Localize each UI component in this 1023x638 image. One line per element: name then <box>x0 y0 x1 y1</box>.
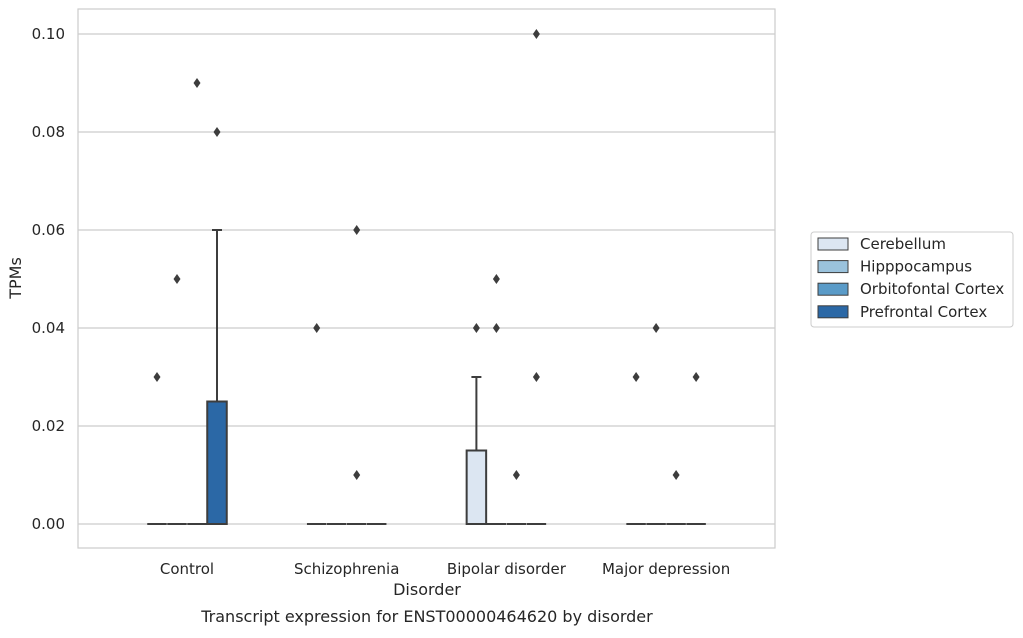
x-tick-label: Control <box>160 560 214 578</box>
outlier-point <box>313 323 321 333</box>
plot-area <box>77 8 776 549</box>
x-tick-label: Bipolar disorder <box>447 560 567 578</box>
y-tick-label: 0.06 <box>32 221 65 239</box>
y-tick-label: 0.04 <box>32 319 65 337</box>
gridlines <box>78 33 775 525</box>
outlier-point <box>652 323 660 333</box>
outlier-point <box>532 372 540 382</box>
y-tick-label: 0.10 <box>32 25 65 43</box>
legend-frame <box>810 231 1014 328</box>
outlier-point <box>512 470 520 480</box>
y-axis-ticks: 0.00 0.02 0.04 0.06 0.08 0.10 <box>32 25 65 533</box>
y-tick-label: 0.02 <box>32 417 65 435</box>
legend-swatch <box>817 260 849 274</box>
outlier-point <box>492 323 500 333</box>
outlier-point <box>632 372 640 382</box>
y-axis-label: TPMs <box>6 257 25 300</box>
outlier-point <box>353 225 361 235</box>
outlier-point <box>672 470 680 480</box>
outlier-point <box>353 470 361 480</box>
chart-caption: Transcript expression for ENST0000046462… <box>200 607 653 626</box>
x-tick-label: Major depression <box>602 560 730 578</box>
box-series <box>147 29 706 525</box>
x-axis-ticks: Control Schizophrenia Bipolar disorder Majo… <box>160 560 730 578</box>
outlier-point <box>213 127 221 137</box>
box <box>206 400 228 525</box>
box <box>465 449 488 525</box>
x-axis-label: Disorder <box>393 580 461 599</box>
legend-label: Cerebellum <box>860 235 946 253</box>
legend-label: Prefrontal Cortex <box>860 303 987 321</box>
series-cerebellum <box>147 323 646 525</box>
outlier-point <box>193 78 201 88</box>
outlier-point <box>532 29 540 39</box>
series-prefrontal-cortex <box>206 29 706 525</box>
series-orbitofontal-cortex <box>187 78 686 525</box>
legend-swatch <box>817 237 849 251</box>
outlier-point <box>492 274 500 284</box>
outlier-point <box>692 372 700 382</box>
x-tick-label: Schizophrenia <box>294 560 399 578</box>
outlier-point <box>472 323 480 333</box>
legend-label: Hipppocampus <box>860 258 972 276</box>
outlier-point <box>153 372 161 382</box>
outlier-point <box>173 274 181 284</box>
y-tick-label: 0.08 <box>32 123 65 141</box>
legend-swatch <box>817 305 849 319</box>
y-tick-label: 0.00 <box>32 515 65 533</box>
legend-label: Orbitofontal Cortex <box>860 280 1004 298</box>
legend-swatch <box>817 282 849 296</box>
legend: Cerebellum Hipppocampus Orbitofontal Corte… <box>810 231 1014 328</box>
series-hipppocampus <box>167 274 666 525</box>
